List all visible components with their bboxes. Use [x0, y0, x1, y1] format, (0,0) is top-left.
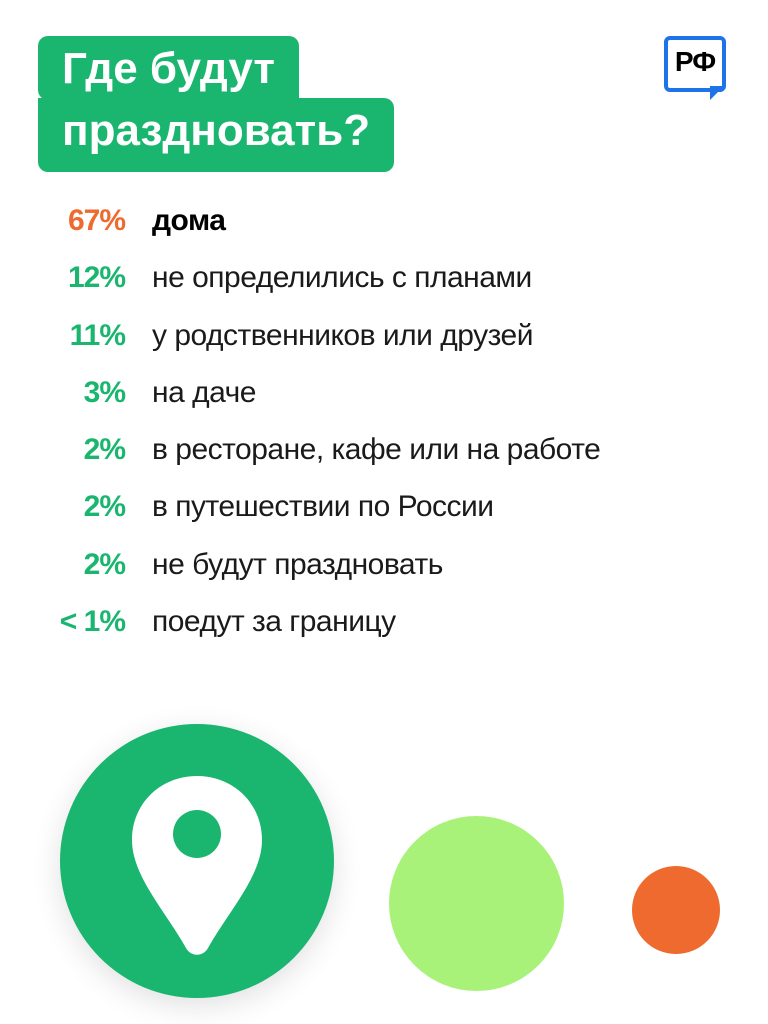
answer-label: поедут за границу [152, 605, 396, 639]
answer-label: не определились с планами [152, 261, 532, 295]
answer-label: на даче [152, 375, 256, 409]
orange-circle [632, 866, 720, 954]
percent-value: 2% [83, 547, 126, 581]
percent-value: 3% [83, 375, 126, 409]
list-item: 2% в путешествии по России [40, 482, 740, 539]
title-line-2: праздновать? [38, 98, 395, 172]
logo-speech-tail [710, 86, 724, 100]
answer-label: не будут праздновать [152, 547, 443, 581]
list-item: 2% в ресторане, кафе или на работе [40, 425, 740, 482]
title-line-1: Где будут [38, 36, 299, 100]
percent-value: < 1% [59, 605, 126, 639]
list-item: 11% у родственников или друзей [40, 311, 740, 368]
results-list: 67% дома 12% не определились с планами 11% у … [40, 196, 740, 654]
logo-text: РФ [674, 46, 716, 77]
answer-label: в ресторане, кафе или на работе [152, 433, 601, 467]
list-item: < 1% поедут за границу [40, 597, 740, 654]
percent-value: 67% [67, 204, 126, 237]
percent-value: 11% [69, 318, 126, 352]
list-item: 3% на даче [40, 368, 740, 425]
answer-label: дома [152, 204, 226, 237]
list-item: 2% не будут праздновать [40, 540, 740, 597]
percent-value: 2% [83, 490, 126, 524]
location-pin-icon [132, 776, 262, 955]
answer-label: в путешествии по России [152, 490, 494, 524]
list-item: 12% не определились с планами [40, 253, 740, 310]
page-title: Где будут праздновать? [38, 36, 395, 172]
percent-value: 12% [67, 261, 126, 295]
lime-circle [389, 816, 564, 991]
answer-label: у родственников или друзей [152, 318, 533, 352]
list-item: 67% дома [40, 196, 740, 253]
logo-frame [664, 36, 726, 92]
rf-logo: РФ [664, 36, 730, 100]
percent-value: 2% [83, 433, 126, 467]
